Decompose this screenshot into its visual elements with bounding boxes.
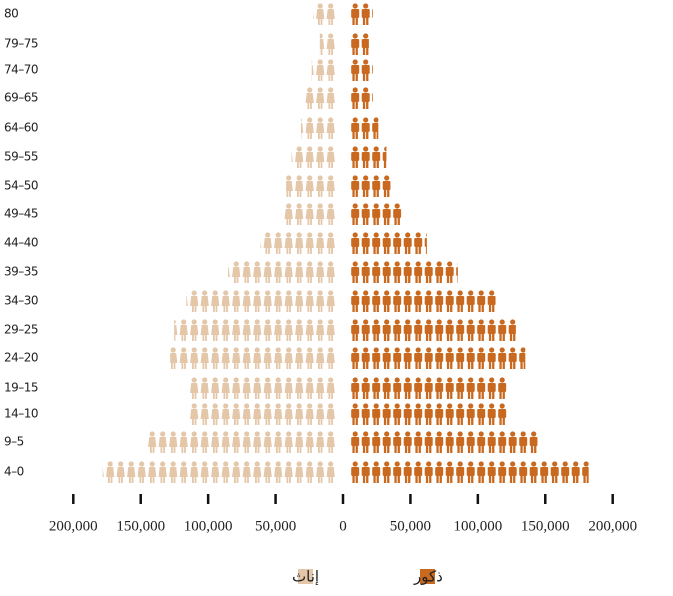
legend-swatch <box>420 569 435 584</box>
x-tick-label: 200,000 <box>588 518 637 534</box>
category-label: 80 <box>4 7 18 21</box>
category-label: 49–45 <box>4 207 38 221</box>
category-label: 39–35 <box>4 265 38 279</box>
bar <box>350 146 387 168</box>
bar <box>300 117 336 139</box>
x-tick-label: 150,000 <box>521 518 570 534</box>
bar <box>189 377 336 399</box>
bar <box>350 3 373 25</box>
category-label: 44–40 <box>4 236 38 250</box>
category-label: 24–20 <box>4 351 38 365</box>
category-label: 54–50 <box>4 179 38 193</box>
bar <box>286 175 336 197</box>
bar <box>260 232 336 254</box>
bar <box>350 33 369 55</box>
bar <box>350 232 427 254</box>
x-tick-label: 100,000 <box>184 518 233 534</box>
legend-swatch <box>298 569 313 584</box>
x-tick-label: 100,000 <box>453 518 502 534</box>
bar <box>350 261 458 283</box>
bar <box>311 59 336 81</box>
bar <box>350 403 507 425</box>
x-tick-label: 50,000 <box>390 518 431 534</box>
bar <box>350 431 538 453</box>
bar <box>189 403 336 425</box>
x-tick-label: 0 <box>339 518 347 534</box>
legend-label: ذكور <box>413 568 443 586</box>
x-tick-label: 150,000 <box>116 518 165 534</box>
category-label: 74–70 <box>4 63 38 77</box>
bar <box>102 461 336 483</box>
category-label: 19–15 <box>4 381 38 395</box>
bar <box>350 117 379 139</box>
x-tick-label: 200,000 <box>49 518 98 534</box>
category-label: 29–25 <box>4 323 38 337</box>
bar <box>350 59 373 81</box>
bar <box>350 203 402 225</box>
bar <box>170 347 336 369</box>
bar <box>186 290 336 312</box>
bar <box>145 431 336 453</box>
bar <box>350 347 526 369</box>
bar <box>304 87 336 109</box>
bar <box>313 3 336 25</box>
bar <box>350 377 507 399</box>
bar <box>291 146 336 168</box>
bar <box>350 175 391 197</box>
bar <box>350 319 516 341</box>
category-label: 9–5 <box>4 435 24 449</box>
bar <box>350 290 496 312</box>
bar <box>319 33 336 55</box>
category-label: 14–10 <box>4 407 38 421</box>
category-label: 34–30 <box>4 294 38 308</box>
category-label: 69–65 <box>4 91 38 105</box>
legend-label: إناث <box>292 568 319 586</box>
category-label: 79–75 <box>4 37 38 51</box>
category-label: 64–60 <box>4 121 38 135</box>
x-tick-label: 50,000 <box>255 518 296 534</box>
bar <box>283 203 336 225</box>
category-label: 4–0 <box>4 465 24 479</box>
category-label: 59–55 <box>4 150 38 164</box>
bar <box>174 319 336 341</box>
bar <box>228 261 336 283</box>
bar <box>350 461 589 483</box>
bar <box>350 87 373 109</box>
